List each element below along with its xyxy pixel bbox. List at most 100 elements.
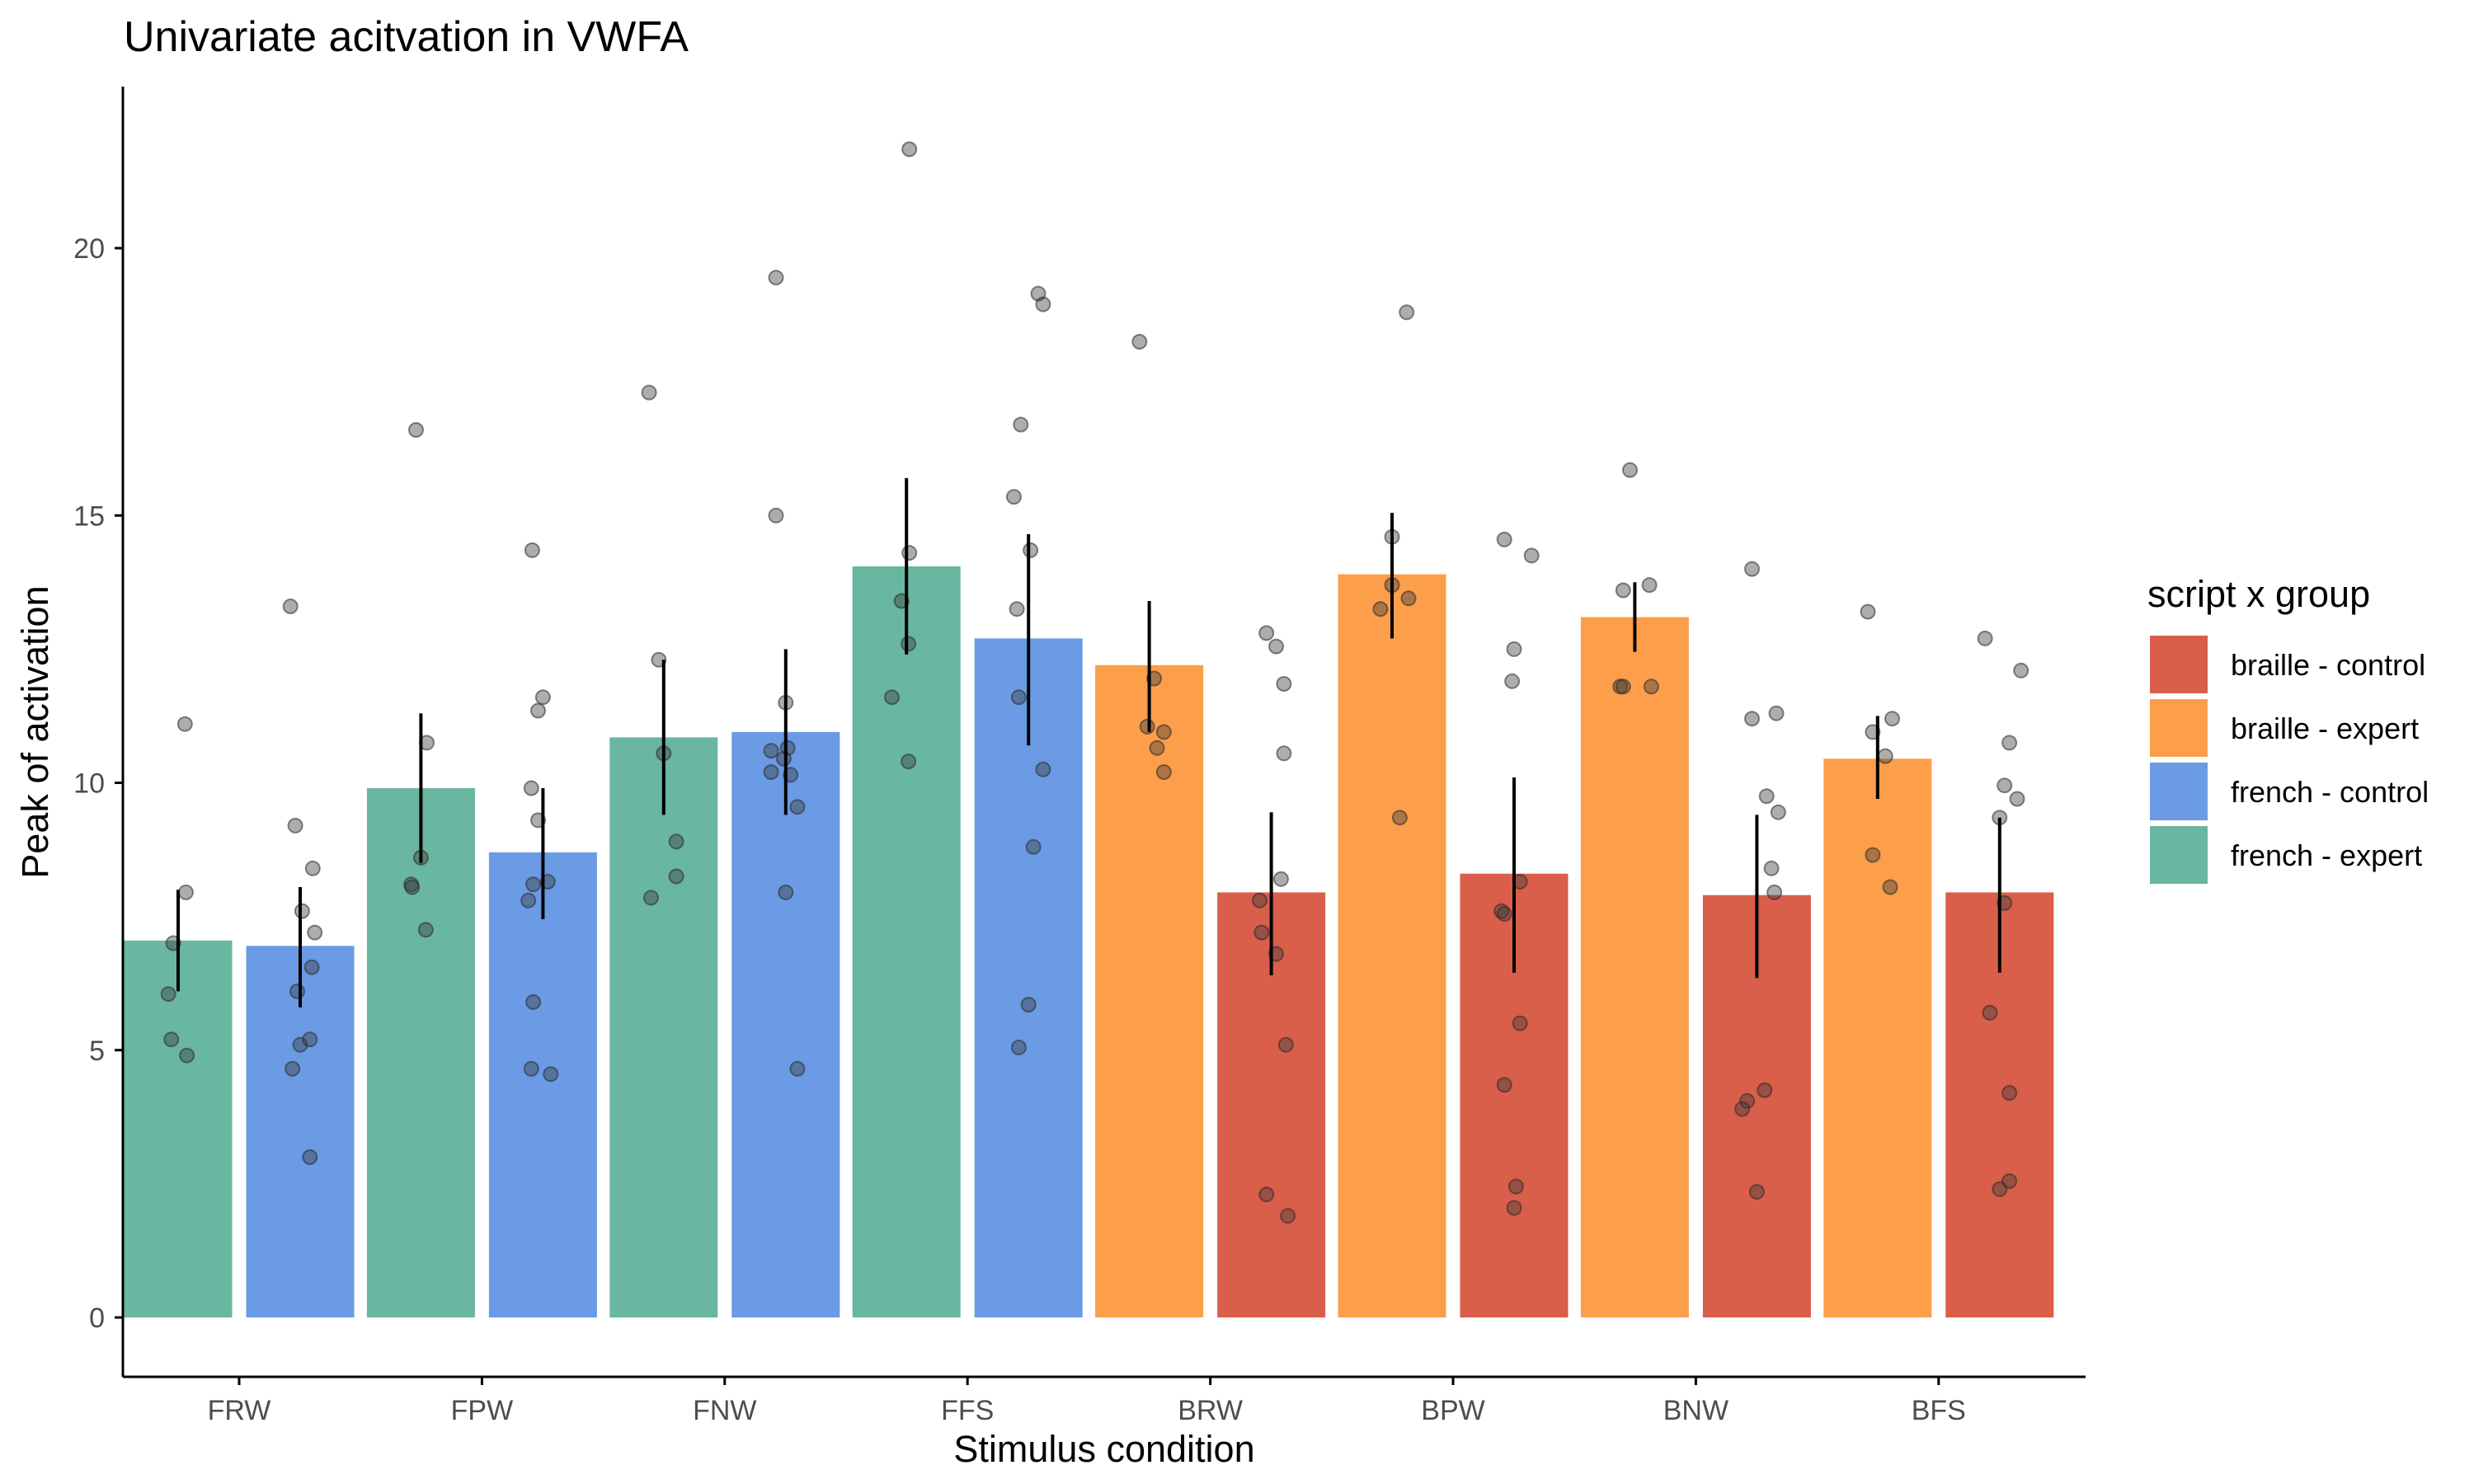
x-tick-label: FFS bbox=[941, 1395, 994, 1426]
data-point bbox=[1391, 810, 1408, 826]
data-point bbox=[1744, 561, 1760, 577]
data-point bbox=[2013, 662, 2030, 679]
data-point bbox=[1504, 673, 1521, 689]
data-point bbox=[534, 689, 551, 706]
y-tick-label: 10 bbox=[73, 768, 105, 800]
data-point bbox=[282, 599, 299, 614]
data-point bbox=[160, 986, 176, 1003]
data-point bbox=[1734, 1101, 1751, 1117]
legend-swatch bbox=[2150, 763, 2208, 820]
data-point bbox=[763, 743, 779, 759]
bar-fpw-french-control bbox=[488, 852, 597, 1317]
x-tick-label: FNW bbox=[693, 1395, 756, 1426]
data-point bbox=[1992, 1181, 2008, 1197]
x-tick-label: BPW bbox=[1421, 1395, 1484, 1426]
data-point bbox=[287, 817, 303, 834]
data-point bbox=[523, 1060, 539, 1077]
x-ticks: FRW FPW FNW FFS BRW BPW BNW BFS bbox=[208, 1377, 1966, 1426]
data-point bbox=[285, 1060, 301, 1077]
data-point bbox=[176, 716, 193, 732]
data-point bbox=[1139, 718, 1155, 735]
data-point bbox=[775, 750, 792, 767]
data-point bbox=[163, 1031, 180, 1048]
data-point bbox=[1155, 764, 1172, 780]
data-point bbox=[524, 542, 540, 558]
legend-label: braille - control bbox=[2231, 648, 2425, 682]
data-point bbox=[1372, 601, 1389, 618]
data-point bbox=[303, 959, 320, 975]
bar-fnw-french-control bbox=[731, 731, 840, 1317]
data-point bbox=[2001, 1085, 2018, 1101]
data-point bbox=[525, 876, 542, 893]
x-axis-title: Stimulus condition bbox=[953, 1428, 1254, 1470]
y-tick-label: 20 bbox=[73, 233, 105, 265]
data-point bbox=[525, 993, 542, 1010]
data-point bbox=[2009, 791, 2025, 807]
data-point bbox=[177, 884, 194, 900]
bar-frw-french-expert bbox=[124, 940, 233, 1317]
data-point bbox=[1277, 1036, 1294, 1053]
data-point bbox=[1155, 724, 1172, 740]
legend-label: french - expert bbox=[2231, 838, 2422, 872]
data-point bbox=[1622, 462, 1638, 478]
y-axis-title: Peak of activation bbox=[14, 585, 56, 878]
data-point bbox=[1006, 489, 1022, 505]
data-point bbox=[1258, 1186, 1275, 1203]
bar-ffs-french-control bbox=[974, 638, 1083, 1317]
data-point bbox=[1252, 892, 1268, 909]
bars-layer bbox=[124, 566, 2054, 1317]
legend-swatch bbox=[2150, 699, 2208, 757]
data-point bbox=[2001, 735, 2018, 751]
data-point bbox=[763, 764, 779, 780]
data-point bbox=[417, 922, 434, 938]
data-point bbox=[1399, 304, 1415, 321]
x-tick-label: BNW bbox=[1663, 1395, 1729, 1426]
data-point bbox=[1766, 884, 1783, 900]
data-point bbox=[1149, 740, 1165, 756]
data-point bbox=[1523, 547, 1540, 564]
bar-bpw-braille-expert bbox=[1338, 574, 1446, 1317]
data-point bbox=[1507, 1178, 1524, 1195]
data-point bbox=[304, 860, 321, 876]
data-point bbox=[1023, 542, 1039, 558]
data-point bbox=[1757, 1082, 1773, 1098]
data-point bbox=[1768, 705, 1785, 721]
data-point bbox=[1982, 1004, 1998, 1021]
data-point bbox=[1020, 997, 1037, 1013]
bar-fpw-french-expert bbox=[366, 788, 475, 1317]
x-tick-label: BFS bbox=[1912, 1395, 1966, 1426]
data-point bbox=[1035, 761, 1051, 777]
data-point bbox=[1882, 879, 1898, 895]
data-point bbox=[530, 702, 546, 719]
data-point bbox=[1276, 676, 1292, 692]
data-point bbox=[768, 270, 784, 286]
data-point bbox=[1977, 630, 1993, 646]
data-point bbox=[1506, 1200, 1522, 1216]
data-point bbox=[1770, 804, 1786, 820]
data-point bbox=[1272, 871, 1289, 887]
data-point bbox=[1253, 924, 1270, 941]
data-point bbox=[1506, 641, 1522, 657]
x-tick-label: FRW bbox=[208, 1395, 271, 1426]
data-point bbox=[1512, 1015, 1528, 1031]
data-point bbox=[1865, 847, 1881, 863]
data-point bbox=[1010, 689, 1027, 706]
data-point bbox=[1280, 1208, 1296, 1224]
x-tick-label: BRW bbox=[1178, 1395, 1243, 1426]
data-point bbox=[179, 1047, 195, 1064]
errorbars-layer bbox=[176, 477, 2001, 1007]
data-point bbox=[523, 780, 539, 796]
data-point bbox=[884, 689, 900, 706]
data-point bbox=[901, 636, 917, 652]
data-point bbox=[789, 1060, 806, 1077]
data-point bbox=[901, 141, 918, 157]
y-tick-label: 5 bbox=[89, 1036, 105, 1067]
data-point bbox=[302, 1031, 318, 1048]
data-point bbox=[1496, 531, 1512, 547]
data-point bbox=[520, 892, 537, 909]
data-point bbox=[778, 884, 794, 900]
y-tick-label: 0 bbox=[89, 1303, 105, 1334]
legend-label: french - control bbox=[2231, 775, 2429, 809]
data-point bbox=[668, 868, 684, 885]
data-point bbox=[1013, 416, 1029, 433]
